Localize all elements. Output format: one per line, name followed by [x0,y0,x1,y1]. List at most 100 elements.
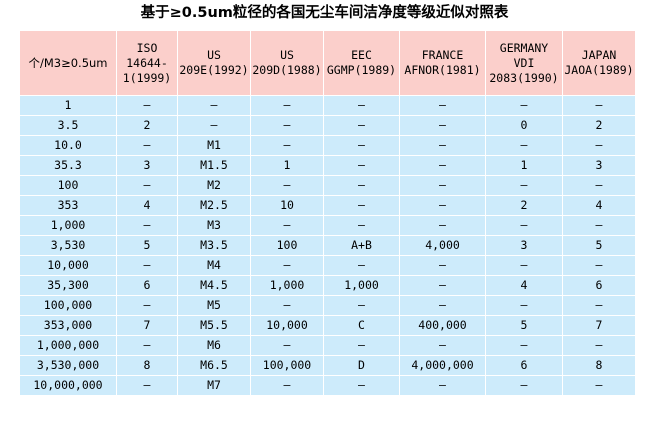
table-row: 35,300 6 M4.5 1,000 1,000 – 4 6 [20,276,635,295]
cell-japan-jaoa: 7 [563,316,635,335]
cell-particle-count: 3,530,000 [20,356,116,375]
cell-eec-ggmp: – [324,216,399,235]
cell-germany-vdi: – [486,136,562,155]
cell-iso: – [117,216,177,235]
cell-us-209d: 100 [251,236,323,255]
cell-us-209e: – [178,96,250,115]
cell-us-209e: M6.5 [178,356,250,375]
cell-germany-vdi: 1 [486,156,562,175]
cell-particle-count: 10,000 [20,256,116,275]
column-header-iso: ISO 14644- 1(1999) [117,31,177,95]
cell-france-afnor: – [400,96,485,115]
cell-germany-vdi: 4 [486,276,562,295]
cell-us-209d: – [251,336,323,355]
cell-eec-ggmp: 1,000 [324,276,399,295]
cell-particle-count: 10,000,000 [20,376,116,395]
cell-japan-jaoa: – [563,256,635,275]
table-row: 10.0 – M1 – – – – – [20,136,635,155]
cell-eec-ggmp: A+B [324,236,399,255]
page-title: 基于≥0.5um粒径的各国无尘车间洁净度等级近似对照表 [140,5,509,21]
cell-eec-ggmp: C [324,316,399,335]
cleanroom-comparison-table: 个/M3≥0.5um ISO 14644- 1(1999) US 209E(19… [19,30,636,396]
cell-us-209d: – [251,176,323,195]
cell-us-209d: 1 [251,156,323,175]
column-header-us-209e: US 209E(1992) [178,31,250,95]
cell-particle-count: 3,530 [20,236,116,255]
cell-germany-vdi: 2 [486,196,562,215]
cell-japan-jaoa: 5 [563,236,635,255]
cell-eec-ggmp: – [324,256,399,275]
cell-japan-jaoa: – [563,376,635,395]
cell-us-209d: – [251,256,323,275]
cell-particle-count: 35,300 [20,276,116,295]
cell-iso: – [117,336,177,355]
cell-france-afnor: – [400,136,485,155]
cell-us-209e: M5 [178,296,250,315]
table-row: 100 – M2 – – – – – [20,176,635,195]
cell-iso: – [117,296,177,315]
cell-us-209e: M5.5 [178,316,250,335]
cell-particle-count: 353 [20,196,116,215]
cell-japan-jaoa: 8 [563,356,635,375]
cell-us-209d: 100,000 [251,356,323,375]
cell-japan-jaoa: – [563,136,635,155]
cell-iso: 3 [117,156,177,175]
table-row: 1,000,000 – M6 – – – – – [20,336,635,355]
cell-us-209e: M4 [178,256,250,275]
table-row: 3,530,000 8 M6.5 100,000 D 4,000,000 6 8 [20,356,635,375]
cell-france-afnor: – [400,116,485,135]
table-row: 353 4 M2.5 10 – – 2 4 [20,196,635,215]
cell-germany-vdi: – [486,376,562,395]
cell-japan-jaoa: 6 [563,276,635,295]
cell-germany-vdi: 0 [486,116,562,135]
cell-us-209e: M3.5 [178,236,250,255]
cell-us-209d: 1,000 [251,276,323,295]
cell-germany-vdi: – [486,96,562,115]
cell-us-209d: – [251,376,323,395]
cell-germany-vdi: 5 [486,316,562,335]
table-row: 100,000 – M5 – – – – – [20,296,635,315]
cell-germany-vdi: – [486,256,562,275]
cell-particle-count: 353,000 [20,316,116,335]
cell-us-209d: – [251,296,323,315]
table-header: 个/M3≥0.5um ISO 14644- 1(1999) US 209E(19… [20,31,635,95]
cell-eec-ggmp: – [324,336,399,355]
cell-us-209e: M2.5 [178,196,250,215]
cell-particle-count: 10.0 [20,136,116,155]
cell-us-209d: 10 [251,196,323,215]
cell-france-afnor: 400,000 [400,316,485,335]
cell-eec-ggmp: – [324,116,399,135]
cell-france-afnor: – [400,176,485,195]
cell-france-afnor: 4,000 [400,236,485,255]
cell-particle-count: 1,000 [20,216,116,235]
cell-japan-jaoa: – [563,296,635,315]
cell-germany-vdi: 3 [486,236,562,255]
cell-us-209e: M7 [178,376,250,395]
column-header-eec-ggmp: EEC GGMP(1989) [324,31,399,95]
cell-us-209e: M3 [178,216,250,235]
cell-particle-count: 1,000,000 [20,336,116,355]
table-row: 353,000 7 M5.5 10,000 C 400,000 5 7 [20,316,635,335]
column-header-japan-jaoa: JAPAN JAOA(1989) [563,31,635,95]
cell-eec-ggmp: – [324,176,399,195]
cell-germany-vdi: – [486,216,562,235]
column-header-france-afnor: FRANCE AFNOR(1981) [400,31,485,95]
cell-us-209d: – [251,136,323,155]
cell-germany-vdi: 6 [486,356,562,375]
cell-france-afnor: – [400,276,485,295]
cell-us-209e: M1 [178,136,250,155]
table-row: 1 – – – – – – – [20,96,635,115]
table-body: 1 – – – – – – – 3.5 2 – – – – 0 [20,96,635,395]
cell-germany-vdi: – [486,296,562,315]
cell-france-afnor: – [400,376,485,395]
table-row: 10,000 – M4 – – – – – [20,256,635,275]
cell-france-afnor: – [400,216,485,235]
cell-us-209e: M1.5 [178,156,250,175]
cell-us-209d: – [251,116,323,135]
cell-us-209e: M2 [178,176,250,195]
cell-france-afnor: 4,000,000 [400,356,485,375]
cell-japan-jaoa: 2 [563,116,635,135]
table-row: 1,000 – M3 – – – – – [20,216,635,235]
cell-us-209e: M4.5 [178,276,250,295]
